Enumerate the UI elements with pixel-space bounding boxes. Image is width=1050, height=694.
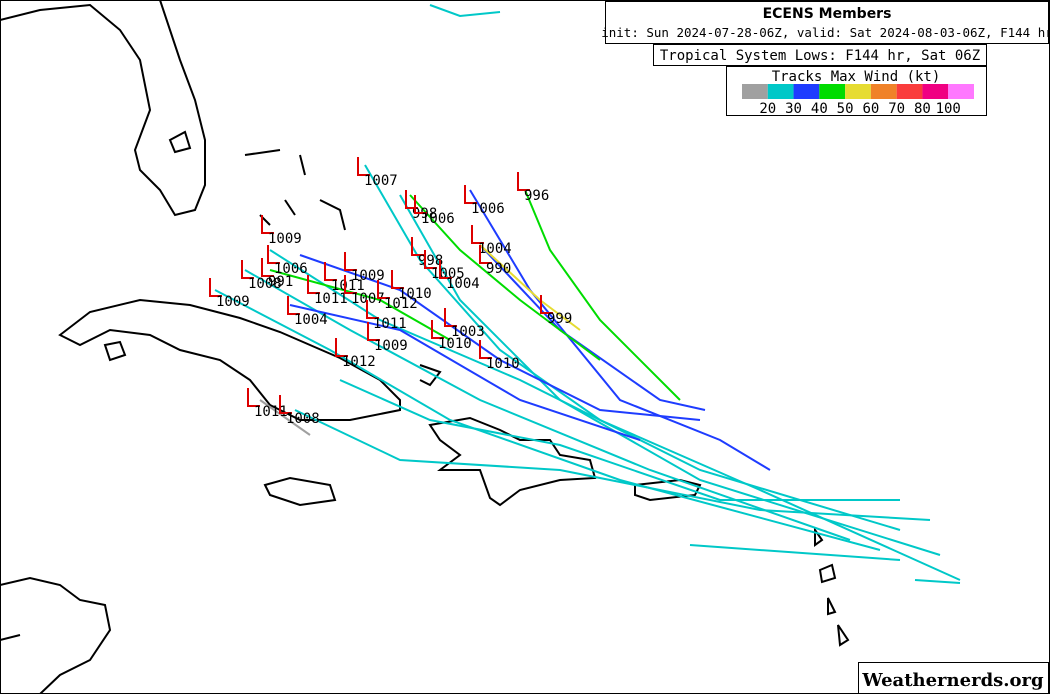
low-label: 1008 [248, 276, 282, 292]
low-label: 1008 [286, 411, 320, 427]
low-label: 1010 [398, 286, 432, 302]
low-label: 1011 [373, 316, 407, 332]
low-flag [540, 295, 553, 314]
low-flag [279, 395, 292, 414]
low-flag [344, 275, 357, 294]
low-flag [261, 215, 274, 234]
low-label: 1004 [446, 276, 480, 292]
legend-label: 50 [837, 101, 854, 117]
legend-swatch [819, 84, 846, 99]
legend-label: 70 [888, 101, 905, 117]
low-label: 1009 [351, 268, 385, 284]
legend-swatch [742, 84, 768, 99]
low-flag [367, 322, 380, 341]
low-flag [391, 270, 404, 289]
low-flag [344, 252, 357, 271]
legend-swatch [767, 84, 794, 99]
low-label: 990 [486, 261, 511, 277]
low-flag [241, 260, 254, 279]
tracks [214, 4, 961, 584]
legend-swatch [896, 84, 923, 99]
legend-label: 100 [936, 101, 961, 117]
low-flag [209, 278, 222, 297]
low-flag [444, 308, 457, 327]
low-flag [479, 340, 492, 359]
low-flag [471, 225, 484, 244]
low-flag [424, 250, 437, 269]
low-label: 1007 [351, 291, 385, 307]
low-flag [335, 338, 348, 357]
low-flag [366, 300, 379, 319]
legend-title: Tracks Max Wind (kt) [772, 69, 941, 85]
legend-label: 60 [862, 101, 879, 117]
coastlines [0, 0, 850, 694]
legend-swatch [922, 84, 949, 99]
header-box [605, 1, 1049, 44]
low-label: 1011 [314, 291, 348, 307]
low-flag [414, 195, 427, 214]
low-label: 1010 [486, 356, 520, 372]
legend-label: 30 [785, 101, 802, 117]
low-flag [517, 172, 530, 191]
legend-swatch [793, 84, 820, 99]
low-flag [439, 260, 452, 279]
low-label: 1012 [384, 296, 418, 312]
low-flag [431, 320, 444, 339]
legend-label: 20 [759, 101, 776, 117]
low-flag [287, 296, 300, 315]
low-label: 1012 [342, 354, 376, 370]
subtitle: Tropical System Lows: F144 hr, Sat 06Z [660, 48, 980, 64]
title: ECENS Members [763, 6, 892, 22]
lows: 1007998100610069961009100499099810051004… [209, 157, 572, 427]
low-label: 999 [547, 311, 572, 327]
low-flag [464, 185, 477, 204]
low-flag [479, 245, 492, 264]
low-flag [357, 157, 370, 176]
low-label: 1006 [471, 201, 505, 217]
low-label: 1011 [331, 278, 365, 294]
legend-label: 40 [811, 101, 828, 117]
low-label: 1003 [451, 324, 485, 340]
subtitle-box [653, 44, 987, 66]
low-flag [261, 258, 274, 277]
watermark: Weathernerds.org [861, 670, 1044, 691]
low-flag [411, 237, 424, 256]
low-flag [377, 280, 390, 299]
low-label: 1007 [364, 173, 398, 189]
low-label: 991 [268, 274, 293, 290]
low-label: 1009 [216, 294, 250, 310]
header: ECENS Members init: Sun 2024-07-28-06Z, … [601, 1, 1050, 117]
low-label: 1009 [374, 338, 408, 354]
legend-swatch [948, 84, 974, 99]
low-label: 1004 [294, 312, 328, 328]
legend-label: 80 [914, 101, 931, 117]
low-flag [307, 275, 320, 294]
low-label: 1006 [421, 211, 455, 227]
legend-swatch [845, 84, 871, 99]
low-label: 1006 [274, 261, 308, 277]
low-flag [247, 388, 260, 407]
low-label: 1009 [268, 231, 302, 247]
legend-swatch [870, 84, 897, 99]
init: init: Sun 2024-07-28-06Z, valid: Sat 202… [601, 25, 1050, 40]
low-flag [324, 262, 337, 281]
low-label: 1010 [438, 336, 472, 352]
low-label: 996 [524, 188, 549, 204]
low-label: 1004 [478, 241, 512, 257]
low-flag [267, 245, 280, 264]
legend: 20 30 40 50 60 70 80 100 [742, 84, 974, 117]
